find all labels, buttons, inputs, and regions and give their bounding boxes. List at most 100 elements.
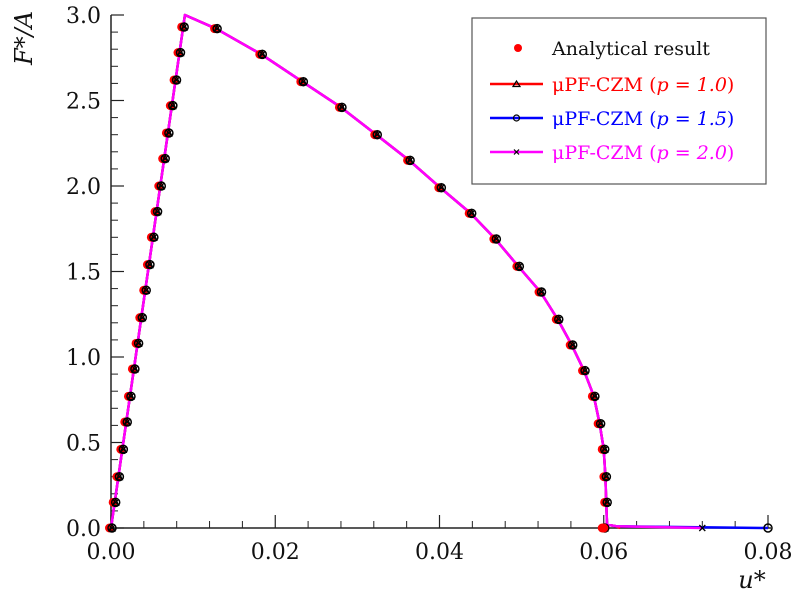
x-tick-label: 0.00	[87, 540, 136, 565]
x-marker	[406, 156, 414, 164]
triangle-marker	[153, 206, 162, 216]
triangle-marker	[134, 338, 143, 347]
triangle-marker	[142, 285, 151, 294]
triangle-marker	[596, 418, 605, 428]
triangle-marker	[338, 102, 346, 111]
legend-series-label: μPF-CZM (p = 2.0)	[552, 142, 734, 164]
x-marker	[581, 367, 589, 375]
triangle-marker	[492, 234, 501, 243]
x-tick-label: 0.04	[415, 540, 464, 565]
x-marker	[165, 129, 173, 137]
x-marker	[161, 155, 169, 163]
x-marker	[138, 314, 146, 322]
x-marker	[538, 288, 545, 296]
x-marker	[437, 184, 445, 192]
x-tick-label: 0.02	[251, 540, 300, 565]
triangle-marker	[467, 208, 476, 217]
triangle-marker	[515, 261, 524, 270]
triangle-marker	[138, 312, 147, 322]
x-marker	[169, 102, 177, 110]
triangle-marker	[600, 444, 609, 453]
x-tick-label: 0.06	[579, 540, 628, 565]
x-marker	[515, 262, 523, 270]
triangle-marker	[258, 49, 267, 58]
triangle-marker	[213, 23, 222, 33]
triangle-marker	[172, 75, 181, 84]
x-marker	[131, 365, 139, 373]
triangle-marker	[603, 497, 612, 506]
x-marker	[173, 76, 180, 84]
legend-triangle-icon	[511, 79, 522, 88]
x-marker	[123, 418, 131, 426]
triangle-marker	[123, 417, 132, 426]
triangle-marker	[176, 47, 185, 57]
x-tick-label: 0.08	[744, 540, 793, 565]
triangle-marker	[568, 340, 577, 349]
triangle-marker	[437, 182, 446, 192]
x-marker	[468, 209, 476, 217]
x-marker	[597, 420, 605, 428]
triangle-marker	[108, 523, 116, 532]
triangle-marker	[164, 128, 173, 137]
triangle-marker	[161, 153, 170, 163]
y-tick-label: 1.5	[66, 261, 101, 286]
y-tick-label: 2.5	[66, 90, 101, 115]
x-marker	[157, 182, 165, 190]
x-marker	[338, 103, 346, 111]
x-marker	[373, 131, 381, 139]
x-axis-title: u*	[738, 566, 765, 594]
x-marker	[154, 208, 162, 216]
x-marker	[150, 233, 158, 241]
triangle-marker	[157, 181, 166, 190]
legend-analytical-marker	[514, 44, 522, 52]
triangle-marker	[149, 232, 158, 241]
x-marker	[591, 392, 599, 400]
x-marker	[492, 235, 500, 243]
legend-x-icon	[513, 149, 520, 155]
x-marker-end	[698, 524, 706, 532]
x-marker	[555, 315, 563, 323]
triangle-marker	[537, 287, 546, 296]
triangle-marker	[130, 364, 139, 373]
x-marker	[142, 286, 150, 294]
y-tick-label: 1.0	[66, 346, 101, 371]
legend-analytical-label: Analytical result	[551, 38, 710, 60]
x-marker	[108, 524, 116, 532]
x-marker	[127, 392, 135, 400]
legend-series-label: μPF-CZM (p = 1.0)	[552, 74, 734, 96]
x-marker	[115, 473, 123, 481]
triangle-marker	[590, 391, 599, 400]
x-marker	[258, 50, 266, 58]
triangle-marker	[127, 391, 135, 400]
y-axis-title: F*/A	[10, 11, 38, 66]
y-tick-label: 0.5	[66, 432, 101, 457]
x-marker	[180, 23, 188, 31]
triangle-marker	[406, 155, 415, 164]
x-marker	[112, 498, 120, 506]
x-marker	[569, 341, 577, 349]
y-tick-label: 0.0	[66, 517, 101, 542]
legend-circle-icon	[512, 114, 521, 122]
legend: Analytical result μPF-CZM (p = 1.0) μPF-CZ…	[471, 17, 767, 185]
triangle-marker	[146, 259, 154, 269]
x-marker	[119, 445, 127, 453]
y-tick-label: 3.0	[66, 4, 101, 29]
x-marker	[213, 25, 221, 33]
triangle-marker	[180, 22, 189, 31]
triangle-marker	[168, 100, 177, 110]
triangle-marker	[299, 76, 308, 86]
x-marker	[299, 78, 307, 86]
triangle-marker	[373, 129, 382, 139]
legend-series-label: μPF-CZM (p = 1.5)	[552, 108, 734, 130]
triangle-marker	[602, 471, 611, 481]
x-marker	[146, 261, 154, 269]
legend-box	[471, 17, 767, 185]
circle-marker-end	[763, 523, 773, 533]
triangle-marker	[115, 471, 124, 481]
x-marker	[177, 49, 184, 57]
analytical-point-end	[599, 523, 609, 533]
y-tick-label: 2.0	[66, 175, 101, 200]
triangle-marker	[581, 365, 589, 375]
